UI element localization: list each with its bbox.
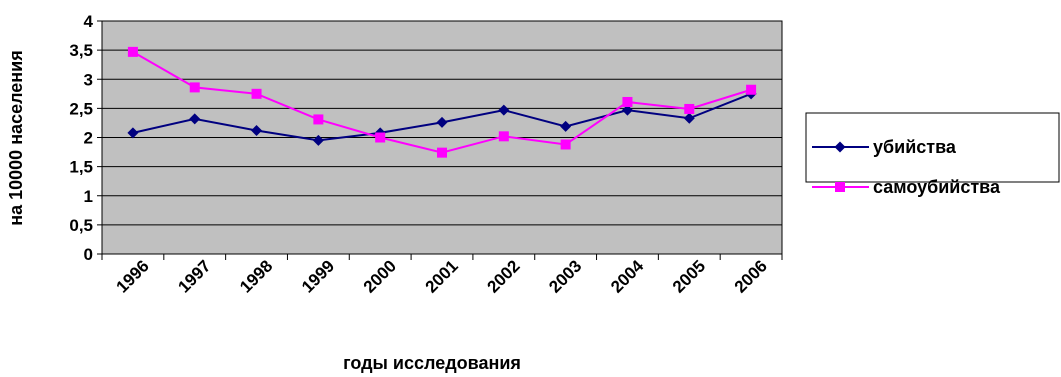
x-tick-label: 1999 <box>298 256 338 296</box>
data-point <box>498 104 510 116</box>
data-point <box>251 125 263 137</box>
legend-label: убийства <box>873 137 957 157</box>
data-point <box>189 82 200 93</box>
data-point <box>375 132 386 143</box>
y-tick-label: 3,5 <box>69 41 93 60</box>
series-2 <box>127 46 757 158</box>
data-point <box>127 127 139 139</box>
legend-marker <box>834 141 846 153</box>
series-group <box>127 46 757 158</box>
data-point <box>746 84 757 95</box>
x-axis-ticks: 1996 1997 1998 1999 2000 2001 2002 2003 2004 2005… <box>101 254 783 297</box>
data-point <box>251 88 262 99</box>
data-point <box>621 104 633 116</box>
data-point <box>437 147 447 158</box>
x-tick-label: 1996 <box>113 256 153 296</box>
y-tick-label: 2 <box>84 129 93 148</box>
data-point <box>684 103 695 114</box>
legend-marker <box>835 182 845 192</box>
x-tick-label: 2002 <box>483 256 523 296</box>
data-point <box>560 120 572 132</box>
data-point <box>313 114 324 125</box>
data-point <box>560 139 571 150</box>
x-axis-title: годы исследования <box>343 353 521 373</box>
y-tick-label: 1 <box>84 187 93 206</box>
y-tick-label: 2,5 <box>69 99 93 118</box>
data-point <box>436 116 448 128</box>
data-point <box>683 112 695 124</box>
data-point <box>189 113 201 125</box>
data-point <box>622 96 633 107</box>
data-point <box>498 131 509 142</box>
data-point <box>127 46 138 57</box>
legend-label: самоубийства <box>873 177 1001 197</box>
x-tick-label: 2003 <box>545 256 585 296</box>
gridlines <box>102 49 782 226</box>
y-tick-label: 0,5 <box>69 216 93 235</box>
x-tick-label: 1997 <box>174 256 214 296</box>
y-axis-title: на 10000 населения <box>6 50 26 226</box>
x-tick-label: 2001 <box>422 256 462 296</box>
x-tick-label: 2005 <box>669 256 709 296</box>
y-tick-label: 3 <box>84 70 93 89</box>
x-tick-label: 2006 <box>731 256 771 296</box>
y-axis-ticks: 0 0,5 1 1,5 2 2,5 3 3,5 4 <box>69 12 102 264</box>
x-tick-label: 2004 <box>607 256 648 297</box>
y-tick-label: 1,5 <box>69 158 93 177</box>
data-point <box>312 134 324 146</box>
x-tick-label: 1998 <box>236 256 276 296</box>
y-tick-label: 4 <box>84 12 94 31</box>
x-tick-label: 2000 <box>360 256 400 296</box>
legend: убийства самоубийства <box>805 112 1060 197</box>
y-tick-label: 0 <box>84 245 93 264</box>
